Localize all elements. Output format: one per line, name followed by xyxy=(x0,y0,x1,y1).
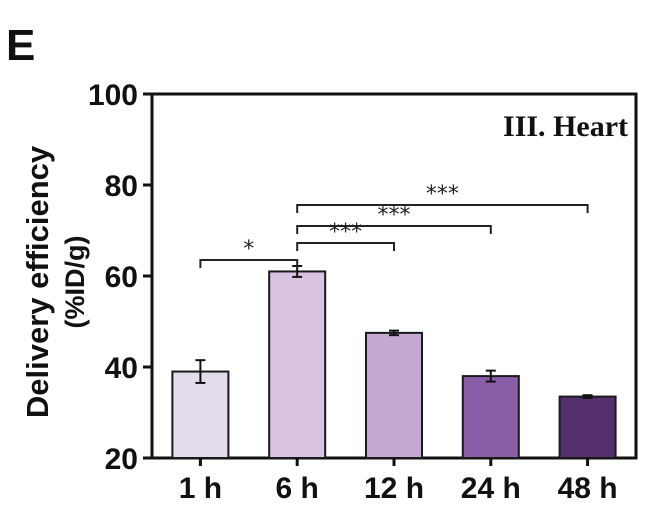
y-tick-label-20: 20 xyxy=(105,443,138,476)
x-tick-label-12h: 12 h xyxy=(364,472,424,505)
significance-label-1: * xyxy=(243,237,254,262)
x-tick-label-1h: 1 h xyxy=(179,472,222,505)
chart-title: III. Heart xyxy=(503,110,628,143)
significance-bracket-2 xyxy=(296,242,395,251)
y-axis-unit: (%ID/g) xyxy=(60,236,90,329)
y-tick-label-40: 40 xyxy=(105,352,138,385)
bar-24h xyxy=(461,375,520,460)
significance-label-4: *** xyxy=(426,182,459,207)
significance-label-3: *** xyxy=(378,203,411,228)
bar-6h xyxy=(268,270,327,460)
significance-label-2: *** xyxy=(329,220,362,245)
x-tick-label-48h: 48 h xyxy=(558,472,618,505)
y-tick-label-100: 100 xyxy=(88,79,138,112)
x-tick-label-6h: 6 h xyxy=(276,472,319,505)
significance-bracket-1 xyxy=(199,259,299,268)
y-axis-label: Delivery efficiency xyxy=(20,145,55,418)
bar-12h xyxy=(365,331,423,459)
y-axis-label-group: Delivery efficiency (%ID/g) xyxy=(20,145,90,418)
significance-bracket-4 xyxy=(296,204,589,213)
x-tick-label-24h: 24 h xyxy=(461,472,521,505)
significance-bracket-3 xyxy=(296,225,492,234)
y-tick-label-80: 80 xyxy=(105,170,138,203)
plot-area: 20 40 60 80 100 1 h 6 h 12 h 24 h 48 h III. Heart *… xyxy=(88,79,638,505)
bar-48h xyxy=(558,395,617,460)
panel-label: E xyxy=(6,21,35,70)
bar-1h xyxy=(171,370,230,459)
y-tick-label-60: 60 xyxy=(105,261,138,294)
